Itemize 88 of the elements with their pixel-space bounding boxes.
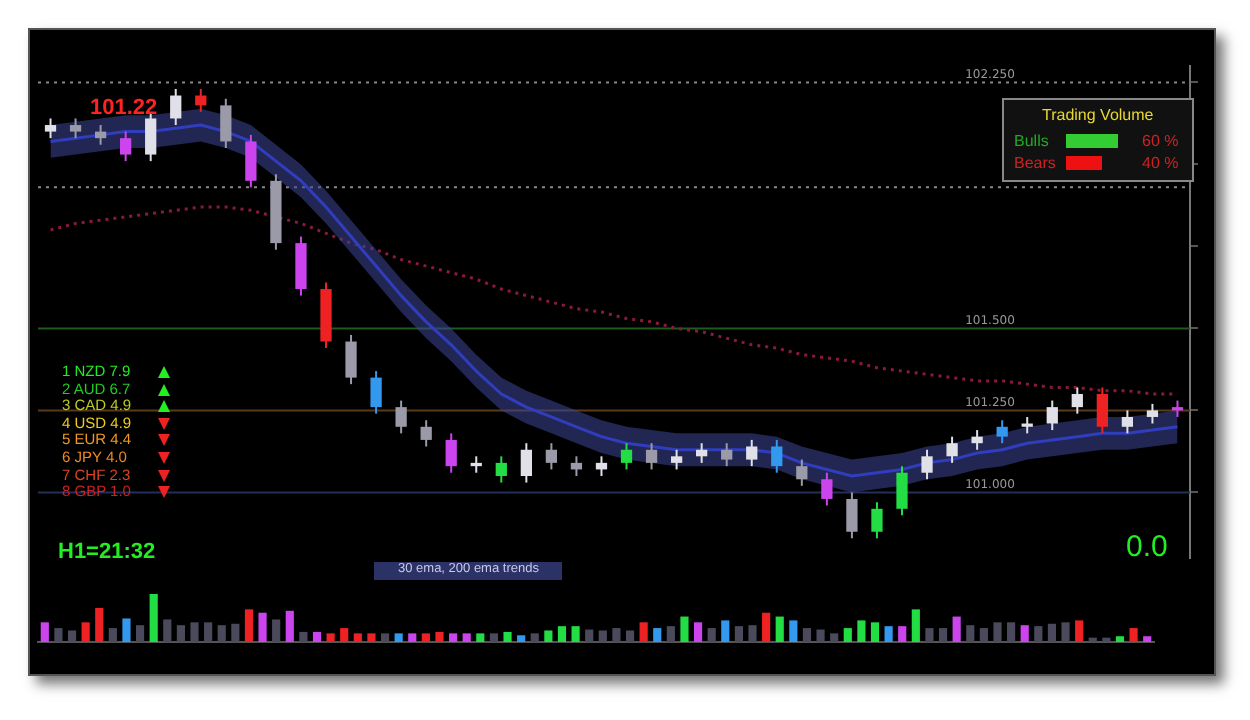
candlestick <box>395 399 407 435</box>
bar <box>680 616 689 642</box>
bar <box>1075 620 1084 642</box>
candlestick <box>1096 386 1108 435</box>
candlestick <box>1121 409 1134 435</box>
candlestick <box>1071 386 1083 415</box>
candlestick <box>345 333 357 386</box>
candlestick <box>545 442 558 471</box>
candlestick <box>120 130 132 163</box>
bar <box>693 622 703 642</box>
candlestick <box>370 370 382 415</box>
candlestick <box>746 438 758 468</box>
candlestick <box>295 235 307 297</box>
bar <box>898 626 907 642</box>
candlestick <box>420 419 432 448</box>
candlestick <box>44 117 57 140</box>
bar <box>762 612 771 642</box>
bar <box>394 633 403 642</box>
bar <box>857 620 866 642</box>
bar <box>544 630 553 642</box>
candlestick <box>620 442 633 471</box>
candlestick <box>946 435 958 464</box>
bar <box>353 633 362 642</box>
bar <box>244 609 254 642</box>
annotation: 60 % <box>1142 132 1179 150</box>
bar <box>367 633 376 642</box>
bar <box>340 628 349 642</box>
annotation: Bulls <box>1014 132 1049 150</box>
bar <box>1115 636 1125 642</box>
bar <box>122 618 131 642</box>
candlestick <box>445 432 457 474</box>
annotation: 40 % <box>1142 154 1179 172</box>
bar <box>911 609 920 642</box>
bar <box>421 633 430 642</box>
bar <box>721 620 730 642</box>
bar <box>476 633 485 642</box>
bar <box>517 635 526 642</box>
candlestick <box>871 501 883 540</box>
annotation: H1=21:32 <box>58 540 156 564</box>
candlestick <box>921 448 933 481</box>
candlestick <box>520 442 532 484</box>
candlestick <box>220 97 232 149</box>
bar <box>462 633 471 642</box>
bar <box>40 622 49 642</box>
bar <box>449 633 458 642</box>
bar <box>503 631 512 642</box>
bar <box>312 631 322 642</box>
candlestick <box>996 419 1008 445</box>
candlestick <box>1146 402 1159 425</box>
candlestick <box>1046 399 1058 432</box>
candlestick <box>971 429 983 451</box>
bar <box>870 622 880 642</box>
candlestick <box>245 133 257 189</box>
bar <box>952 616 961 642</box>
annotation: 0.0 <box>1126 530 1168 564</box>
annotation: 101.22 <box>90 96 158 120</box>
bar <box>1020 625 1029 642</box>
bar <box>285 610 294 642</box>
candlestick <box>771 438 783 474</box>
bar <box>557 626 567 642</box>
candlestick <box>796 458 808 487</box>
bar <box>258 612 267 642</box>
bar <box>408 633 417 642</box>
bar <box>884 626 893 642</box>
candlestick <box>670 448 683 471</box>
candlestick <box>495 455 507 484</box>
bar <box>653 628 662 642</box>
bar <box>326 633 335 642</box>
bar <box>639 622 648 642</box>
bar <box>1129 628 1138 642</box>
candlestick <box>645 442 658 471</box>
annotation: Bears <box>1014 154 1056 172</box>
bar <box>775 616 784 642</box>
bar <box>95 607 104 642</box>
candlestick <box>846 491 858 540</box>
bar <box>1143 636 1152 642</box>
bar <box>81 622 90 642</box>
bar <box>789 620 798 642</box>
annotation: Trading Volume <box>1042 106 1154 124</box>
candlestick <box>170 87 182 127</box>
candlestick <box>721 442 733 468</box>
bar <box>571 626 580 642</box>
candlestick <box>896 465 908 517</box>
bar <box>435 631 444 642</box>
bar <box>149 594 158 642</box>
bar <box>843 628 852 642</box>
candlestick <box>69 117 82 140</box>
candlestick <box>821 471 833 507</box>
